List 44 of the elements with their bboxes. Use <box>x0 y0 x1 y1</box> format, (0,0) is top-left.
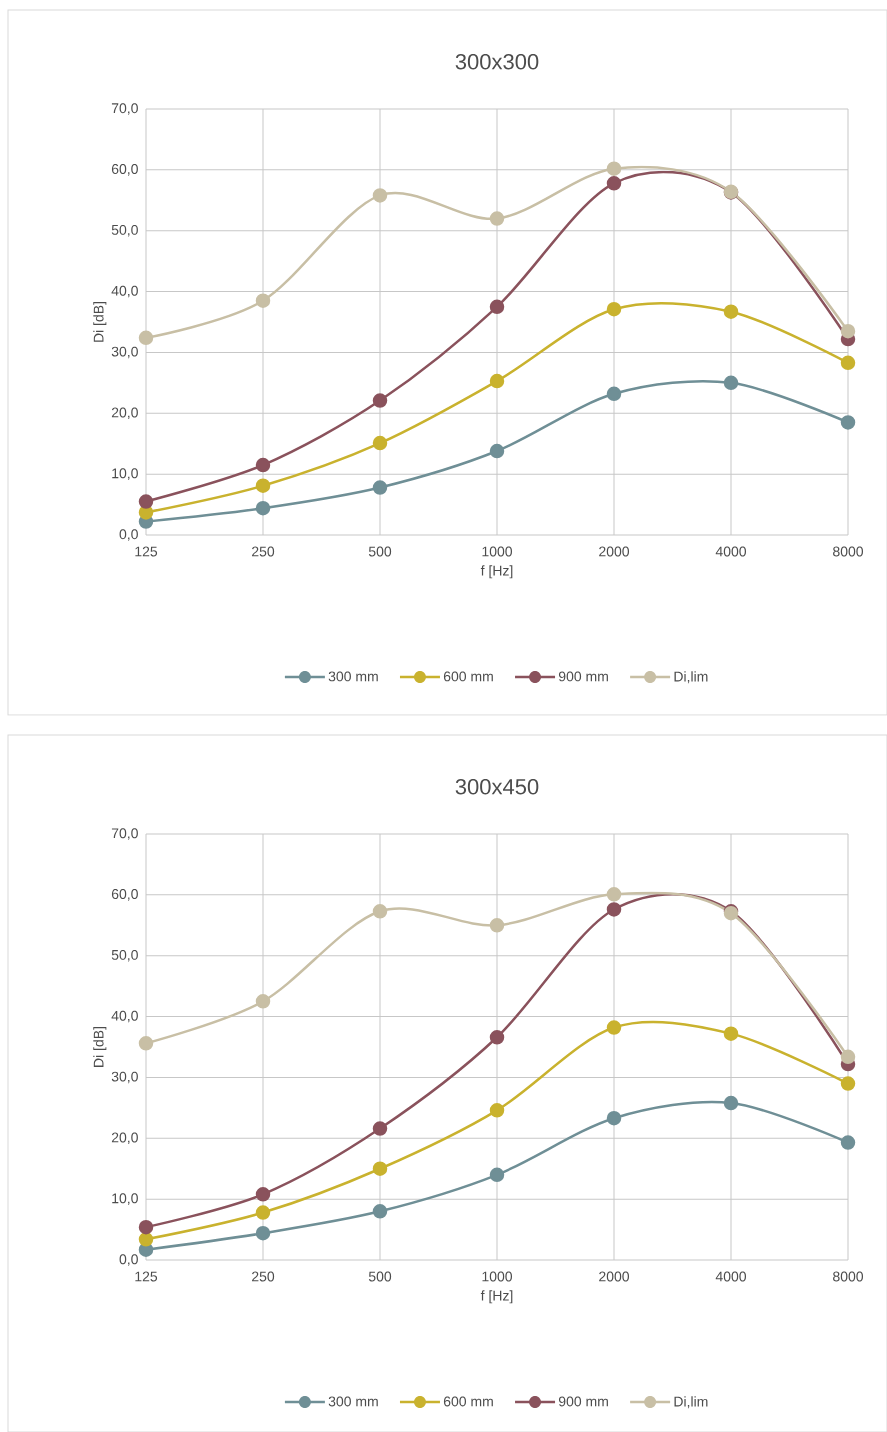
x-tick-label: 8000 <box>833 546 864 557</box>
legend-label: Di,lim <box>674 1396 708 1409</box>
x-tick-label: 250 <box>252 1271 275 1282</box>
x-tick-label: 125 <box>135 546 158 557</box>
y-tick-label: 50,0 <box>111 224 138 237</box>
legend-label: 600 mm <box>443 1396 493 1407</box>
legend-label: 900 mm <box>558 671 608 682</box>
y-tick-label: 50,0 <box>111 949 138 962</box>
legend-label: 600 mm <box>443 671 493 682</box>
x-tick-label: 4000 <box>715 546 747 557</box>
chart-title: 300x300 <box>455 53 539 70</box>
x-axis-title: f [Hz] <box>480 1290 513 1304</box>
legend-label: 900 mm <box>558 1396 608 1407</box>
legend-label: 300 mm <box>328 1396 378 1407</box>
x-tick-label: 8000 <box>833 1271 864 1282</box>
y-tick-label: 60,0 <box>111 164 138 176</box>
y-tick-label: 0,0 <box>119 1254 138 1266</box>
y-axis-title: Di [dB] <box>93 1027 107 1067</box>
y-tick-label: 20,0 <box>111 1132 138 1145</box>
y-tick-label: 60,0 <box>111 889 138 901</box>
y-axis-title: Di [dB] <box>93 302 107 342</box>
y-tick-label: 30,0 <box>111 346 138 359</box>
y-tick-label: 70,0 <box>111 828 138 840</box>
y-tick-label: 30,0 <box>111 1071 138 1084</box>
y-tick-label: 40,0 <box>111 1010 138 1023</box>
x-tick-label: 500 <box>368 1271 392 1282</box>
y-tick-label: 70,0 <box>111 103 138 115</box>
chart-title: 300x450 <box>455 778 539 795</box>
y-tick-label: 10,0 <box>112 1193 138 1205</box>
x-tick-label: 125 <box>135 1271 158 1282</box>
y-tick-label: 40,0 <box>111 285 138 298</box>
x-tick-label: 2000 <box>599 1271 630 1282</box>
legend-label: 300 mm <box>328 671 378 682</box>
x-tick-label: 4000 <box>715 1271 747 1282</box>
y-tick-label: 10,0 <box>112 468 138 480</box>
legend-label: Di,lim <box>674 671 708 684</box>
x-axis-title: f [Hz] <box>480 565 513 579</box>
x-tick-label: 1000 <box>482 546 513 557</box>
x-tick-label: 250 <box>252 546 275 557</box>
x-tick-label: 2000 <box>599 546 630 557</box>
y-tick-label: 20,0 <box>111 407 138 420</box>
x-tick-label: 500 <box>368 546 392 557</box>
x-tick-label: 1000 <box>482 1271 513 1282</box>
y-tick-label: 0,0 <box>119 529 138 541</box>
